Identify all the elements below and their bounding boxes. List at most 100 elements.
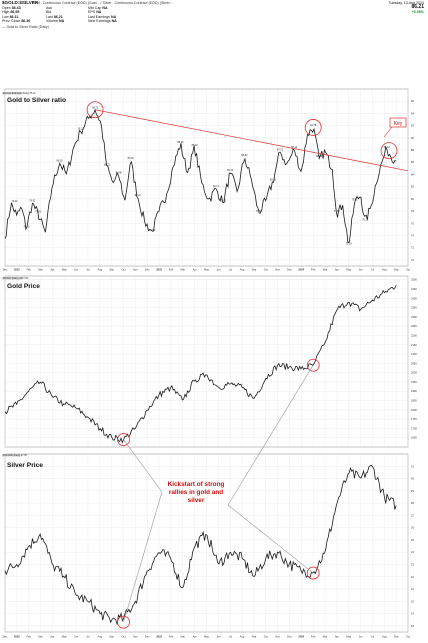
y-tick-label: 2150 bbox=[411, 343, 417, 347]
x-tick-label: Oct bbox=[264, 635, 268, 639]
symbol-description: Gold - Continuous Contract (EOD) (Gold..… bbox=[32, 1, 173, 6]
x-tick-label: Jun bbox=[358, 268, 363, 272]
ratio-data-label: 79.31 bbox=[220, 200, 227, 203]
x-tick-label: Sep bbox=[252, 268, 257, 272]
ratio-data-label: 86.65 bbox=[316, 155, 323, 158]
ratio-data-label: 87.73 bbox=[277, 148, 284, 151]
y-tick-label: 86 bbox=[411, 160, 414, 164]
x-tick-label: Aug bbox=[240, 635, 245, 639]
y-tick-label: 2100 bbox=[411, 352, 417, 356]
y-tick-label: 31 bbox=[411, 464, 414, 468]
y-tick-label: 1950 bbox=[411, 380, 417, 384]
kickstart-callout: Kickstart of strong rallies in gold and … bbox=[168, 481, 225, 504]
x-tick-label: Jul bbox=[371, 268, 375, 272]
panel-mini-silver: $SILVER (Daily) 27.85 bbox=[3, 454, 28, 457]
x-tick-label: Apr bbox=[335, 268, 339, 272]
y-tick-label: 2250 bbox=[411, 324, 417, 328]
ratio-data-label: 77.68 bbox=[256, 210, 263, 213]
y-tick-label: 23 bbox=[411, 562, 414, 566]
quote-date: Tuesday, 13 Aug 2024 bbox=[388, 1, 424, 5]
y-tick-label: 80 bbox=[411, 197, 414, 201]
x-tick-label: Jun bbox=[358, 635, 363, 639]
x-tick-label: Sep bbox=[252, 635, 257, 639]
x-tick-label: 2023 bbox=[156, 635, 162, 639]
ratio-data-label: 76.21 bbox=[362, 219, 369, 222]
kickstart-line-2: rallies in gold and bbox=[169, 489, 223, 496]
y-tick-label: 2450 bbox=[411, 287, 417, 291]
ratio-data-label: 91.11 bbox=[78, 128, 84, 131]
y-tick-label: 72 bbox=[411, 246, 414, 250]
panel-title-gold: Gold Price bbox=[7, 283, 40, 290]
x-tick-label: Jul bbox=[86, 635, 90, 639]
gold-price-line bbox=[4, 285, 397, 444]
x-tick-label: Mar bbox=[38, 635, 43, 639]
x-tick-label: Apr bbox=[335, 635, 339, 639]
x-tick-label: Jul bbox=[229, 635, 233, 639]
ratio-data-label: 88.90 bbox=[177, 141, 184, 144]
x-tick-label: 2022 bbox=[14, 268, 20, 272]
x-tick-label: Apr bbox=[193, 635, 197, 639]
stats-left: Open 86.63 High 86.95 Low 86.11 Prev. Cl… bbox=[2, 6, 31, 24]
ratio-data-label: 79.51 bbox=[352, 198, 359, 201]
stats-mid: Ask Bid Last 86.21 Volume NA bbox=[46, 6, 65, 24]
x-tick-label: Oct bbox=[406, 268, 410, 272]
x-tick-label: Dec bbox=[145, 268, 150, 272]
x-tick-label: Apr bbox=[193, 268, 197, 272]
x-tick-label: Jun bbox=[74, 635, 79, 639]
y-tick-label: 88 bbox=[411, 148, 414, 152]
x-tick-label: Feb bbox=[26, 268, 31, 272]
y-tick-label: 2500 bbox=[411, 278, 417, 282]
annotation-layer: 79.40 79.52 75.10 77.61 86.00 91.11 94.73 85.21… bbox=[11, 101, 409, 629]
ratio-line bbox=[4, 108, 397, 244]
y-tick-label: 84 bbox=[411, 172, 414, 176]
key-pointer-line bbox=[383, 126, 393, 138]
ratio-data-label: 72.33 bbox=[346, 242, 353, 245]
ratio-data-label: 82.83 bbox=[270, 178, 277, 181]
x-tick-label: Sep bbox=[109, 268, 114, 272]
y-tick-label: 1650 bbox=[411, 436, 417, 440]
x-tick-label: May bbox=[204, 635, 210, 639]
x-tick-label: Apr bbox=[50, 635, 54, 639]
series-layer bbox=[4, 108, 397, 625]
x-tick-label: May bbox=[346, 635, 352, 639]
ratio-data-label: 84.33 bbox=[227, 169, 234, 172]
x-tick-label: Feb bbox=[169, 268, 174, 272]
ratio-data-label: 83.90 bbox=[116, 172, 123, 175]
x-tick-label: 2024 bbox=[298, 268, 304, 272]
panel-header-silver: $SILVER (Daily) 27.85 Silver Price bbox=[2, 454, 43, 469]
ratio-data-label: 79.40 bbox=[11, 200, 18, 203]
chart-header: $GOLD:$SILVER Gold - Continuous Contract… bbox=[0, 0, 428, 38]
y-tick-label: 2400 bbox=[411, 296, 417, 300]
x-tick-label: Mar bbox=[323, 268, 328, 272]
y-tick-label: 78 bbox=[411, 209, 414, 213]
symbol-label: $GOLD:$SILVER bbox=[2, 0, 39, 5]
kickstart-line-1: Kickstart of strong bbox=[168, 481, 225, 488]
y-tick-label: 2050 bbox=[411, 361, 417, 365]
highlight-circle bbox=[380, 142, 398, 160]
x-tick-label: Aug bbox=[98, 268, 103, 272]
x-tick-label: Jun bbox=[216, 268, 221, 272]
x-tick-label: 2024 bbox=[298, 635, 304, 639]
highlight-circle bbox=[304, 119, 322, 136]
kickstart-circle bbox=[306, 566, 320, 580]
stats-right: Mkt Cap NA EPS NA Last Earnings NA Next … bbox=[88, 6, 117, 24]
ratio-data-label: 88.14 bbox=[291, 146, 298, 149]
y-tick-label: 82 bbox=[411, 185, 414, 189]
y-tick-label: 1750 bbox=[411, 417, 417, 421]
x-tick-label: Apr bbox=[50, 268, 54, 272]
ratio-data-label: 88.12 bbox=[384, 146, 391, 149]
connector-line bbox=[123, 439, 163, 493]
x-tick-label: 2023 bbox=[156, 268, 162, 272]
x-tick-label: Jun bbox=[216, 635, 221, 639]
y-tick-label: 2300 bbox=[411, 315, 417, 319]
x-tick-label: May bbox=[62, 268, 68, 272]
connector-line bbox=[227, 365, 314, 506]
kickstart-circle bbox=[117, 433, 130, 446]
panel-header-ratio: $GOLD:$SILVER (Daily) 86.21 Gold to Silv… bbox=[2, 92, 66, 104]
key-callout: Key bbox=[389, 117, 407, 128]
x-tick-label: Aug bbox=[98, 635, 103, 639]
y-tick-label: 1850 bbox=[411, 399, 417, 403]
x-tick-label: Sep bbox=[394, 268, 399, 272]
ratio-data-label: 85.21 bbox=[104, 164, 111, 167]
